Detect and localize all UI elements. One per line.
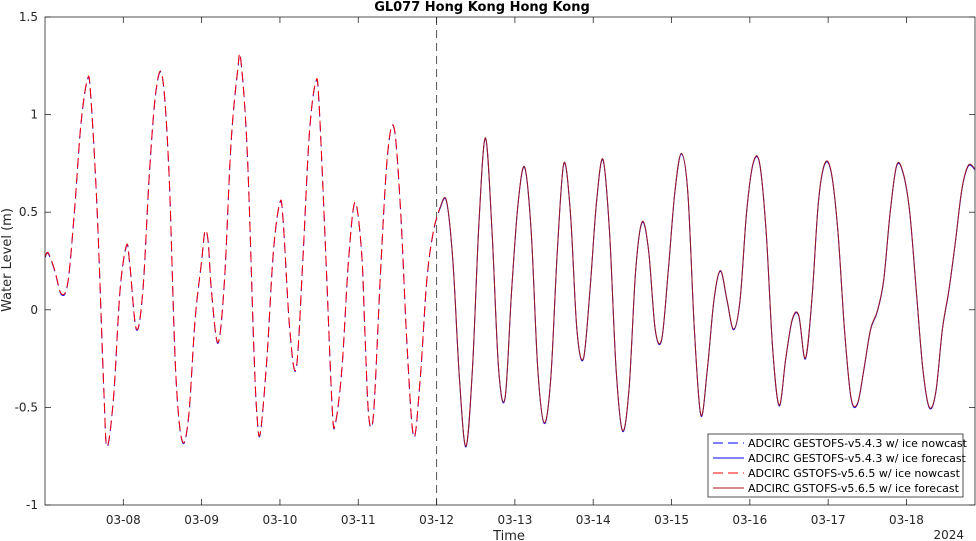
x-tick-label: 03-13 xyxy=(497,513,532,527)
year-label: 2024 xyxy=(933,528,964,541)
x-tick-label: 03-16 xyxy=(732,513,767,527)
y-tick-label: 1 xyxy=(30,108,38,122)
y-tick-label: 0.5 xyxy=(19,205,38,219)
y-tick-label: 1.5 xyxy=(19,10,38,24)
series-layer xyxy=(44,17,976,505)
x-tick-label: 03-10 xyxy=(263,513,298,527)
y-tick-label: -1 xyxy=(26,498,38,512)
legend-entry: ADCIRC GSTOFS-v5.6.5 w/ ice forecast xyxy=(748,482,960,495)
x-tick-label: 03-14 xyxy=(576,513,611,527)
legend: ADCIRC GESTOFS-v5.4.3 w/ ice nowcast ADCI… xyxy=(707,433,968,498)
x-tick-label: 03-17 xyxy=(811,513,846,527)
chart-title: GL077 Hong Kong Hong Kong xyxy=(374,0,590,15)
x-axis-label: Time xyxy=(492,529,525,541)
plot-area xyxy=(45,17,975,505)
x-tick-label: 03-12 xyxy=(419,513,454,527)
x-tick-label: 03-09 xyxy=(184,513,219,527)
y-tick-label: -0.5 xyxy=(15,400,38,414)
legend-box xyxy=(707,433,964,498)
y-axis-label: Water Level (m) xyxy=(0,208,15,312)
plot-frame xyxy=(44,16,976,506)
legend-entry: ADCIRC GESTOFS-v5.4.3 w/ ice forecast xyxy=(748,452,967,465)
series-gstofs-forecast xyxy=(439,137,976,447)
x-tick-label: 03-08 xyxy=(106,513,141,527)
series-gstofs-nowcast xyxy=(44,53,441,447)
legend-entry: ADCIRC GESTOFS-v5.4.3 w/ ice nowcast xyxy=(748,437,968,450)
x-tick-label: 03-15 xyxy=(654,513,689,527)
legend-entry: ADCIRC GSTOFS-v5.6.5 w/ ice nowcast xyxy=(748,467,961,480)
axes-layer: 03-08 03-09 03-10 03-11 03-12 03-13 03-14 03-15… xyxy=(15,10,976,527)
plot-frame-fill xyxy=(45,17,975,505)
y-tick-label: 0 xyxy=(30,303,38,317)
x-tick-label: 03-11 xyxy=(341,513,376,527)
x-tick-label: 03-18 xyxy=(889,513,924,527)
